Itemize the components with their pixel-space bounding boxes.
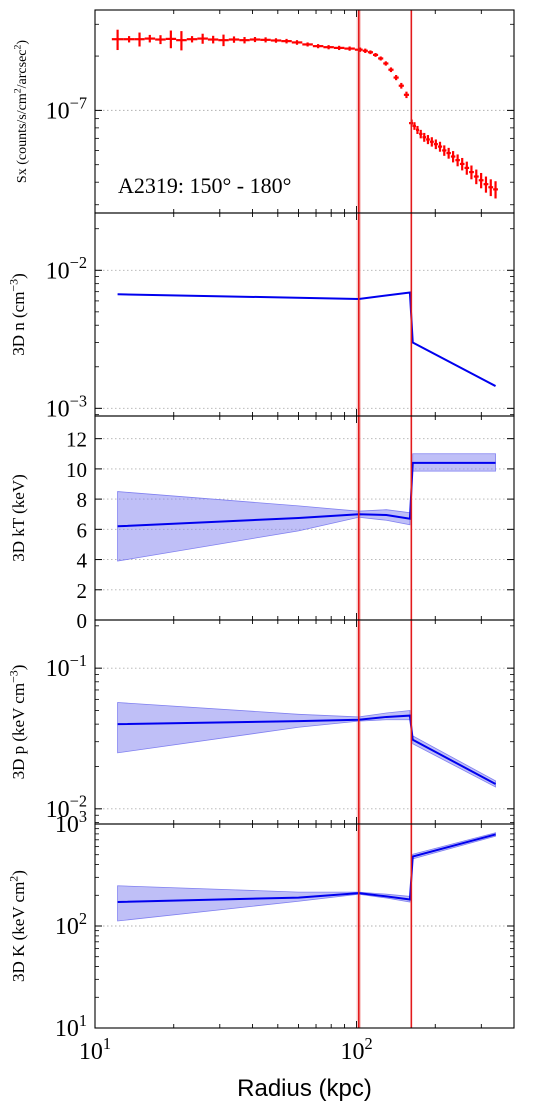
confidence-band-kT-0 xyxy=(117,491,411,562)
y-axis-label-n: 3D n (cm−3) xyxy=(7,273,28,356)
y-tick-label-K-2: 101 xyxy=(55,1011,87,1042)
confidence-band-p-0 xyxy=(117,702,411,754)
panel-sx: 10−7 Sx (counts/s/cm2/arcsec2) A2319: 150°… xyxy=(13,9,515,214)
y-tick-label-n-0: 10−2 xyxy=(46,253,87,284)
panel-K: 103 102 101 3D K (keV cm2) xyxy=(7,807,515,1042)
y-axis-label-p: 3D p (keV cm−3) xyxy=(7,665,28,780)
y-tick-label-kT-4: 8 xyxy=(77,488,88,512)
vertical-lines-p xyxy=(357,620,413,824)
series-line-n xyxy=(117,291,497,387)
vertical-lines-kT xyxy=(357,416,413,620)
y-axis-label-kT: 3D kT (keV) xyxy=(9,474,28,562)
y-tick-label-K-0: 103 xyxy=(55,807,87,838)
panel-n: 10−2 10−3 3D n (cm−3) xyxy=(7,212,515,422)
y-tick-label-kT-2: 4 xyxy=(77,549,88,573)
panel-content-sx xyxy=(111,29,498,199)
y-tick-label-sx-0: 10−7 xyxy=(46,93,87,124)
y-axis-label-K: 3D K (keV cm2) xyxy=(7,870,28,982)
panel-content-p xyxy=(117,702,497,788)
series-line-p xyxy=(117,714,497,785)
series-line-K xyxy=(117,833,496,903)
vertical-lines-sx xyxy=(357,10,413,213)
y-tick-label-K-1: 102 xyxy=(55,909,87,940)
panel-content-n xyxy=(117,291,497,387)
vertical-lines-K xyxy=(357,824,413,1028)
panel-p: 10−1 10−2 3D p (keV cm−3) xyxy=(7,619,515,825)
series-line-kT xyxy=(117,461,496,528)
panel-content-kT xyxy=(117,453,496,562)
panel-kT: 0 2 4 6 8 10 12 3D kT (keV) xyxy=(9,415,515,633)
y-axis-label-sx: Sx (counts/s/cm2/arcsec2) xyxy=(13,40,30,184)
y-tick-label-kT-5: 10 xyxy=(66,458,87,482)
y-tick-label-kT-0: 0 xyxy=(77,609,88,633)
x-tick-label-1: 102 xyxy=(340,1034,372,1065)
confidence-band-K-0 xyxy=(117,885,411,922)
y-tick-label-kT-3: 6 xyxy=(77,518,88,542)
panel-annotation-sx: A2319: 150° - 180° xyxy=(118,173,291,198)
x-axis-label: Radius (kpc) xyxy=(237,1075,372,1102)
y-tick-label-kT-6: 12 xyxy=(66,428,87,452)
y-tick-label-p-0: 10−1 xyxy=(46,651,87,682)
panel-content-K xyxy=(117,832,496,922)
y-tick-label-kT-1: 2 xyxy=(77,579,88,603)
vertical-lines-n xyxy=(357,213,413,416)
x-tick-label-0: 101 xyxy=(79,1034,111,1065)
y-tick-label-p-1: 10−2 xyxy=(46,792,87,823)
panel-frame-n xyxy=(94,212,515,417)
y-tick-label-n-1: 10−3 xyxy=(46,391,87,422)
